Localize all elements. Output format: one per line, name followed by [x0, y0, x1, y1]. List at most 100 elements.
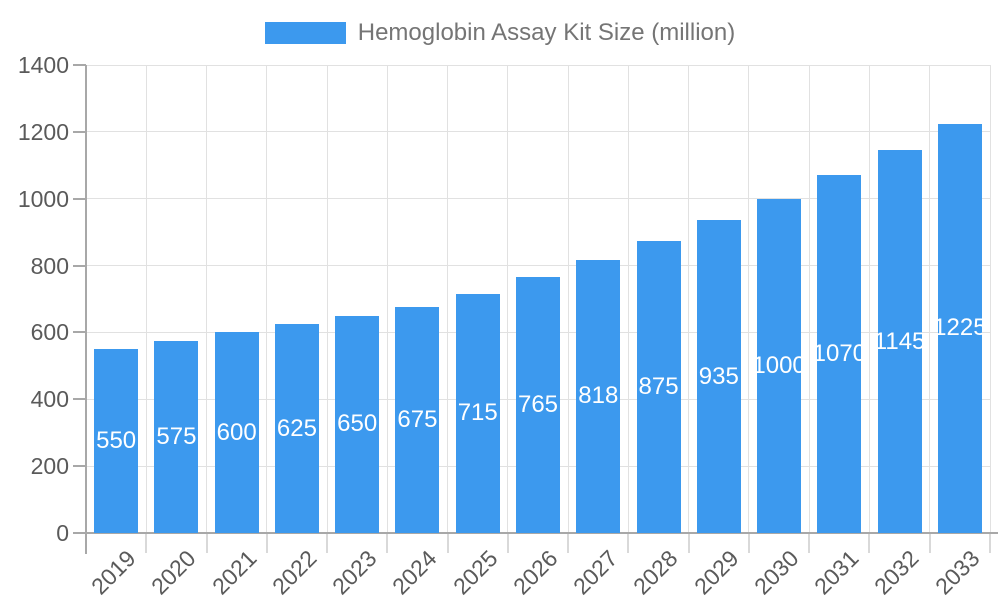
- y-axis-label: 0: [56, 520, 69, 546]
- x-tick: [808, 533, 811, 553]
- y-axis-label: 1400: [17, 52, 69, 78]
- bar: 1145: [877, 150, 922, 533]
- v-gridline: [929, 65, 931, 533]
- y-axis-label: 1000: [17, 185, 69, 212]
- x-axis-label: 2027: [568, 545, 623, 600]
- bar-value-label: 935: [698, 362, 739, 390]
- v-gridline: [447, 65, 449, 533]
- bar-value-label: 1225: [937, 314, 982, 342]
- x-tick: [265, 533, 268, 553]
- x-axis-label: 2021: [206, 545, 262, 600]
- x-tick: [928, 533, 931, 553]
- bar-value-label: 675: [397, 406, 438, 434]
- bar: 1225: [937, 123, 982, 533]
- bar: 625: [274, 324, 319, 533]
- bar: 675: [395, 307, 440, 533]
- bar: 1000: [757, 198, 802, 533]
- bar-value-label: 765: [517, 391, 559, 419]
- v-gridline: [688, 65, 690, 533]
- x-tick: [506, 533, 509, 553]
- bar-value-label: 600: [216, 418, 257, 446]
- x-axis-line: [73, 532, 998, 534]
- bar-value-label: 715: [457, 399, 498, 427]
- x-tick: [747, 533, 750, 553]
- x-tick: [326, 533, 329, 553]
- y-axis-label: 400: [30, 386, 69, 413]
- v-gridline: [326, 65, 328, 533]
- bar: 600: [214, 332, 259, 533]
- x-tick: [868, 533, 871, 553]
- bar-value-label: 575: [156, 422, 197, 450]
- y-axis-label: 800: [30, 252, 69, 279]
- v-gridline: [567, 65, 569, 533]
- y-axis-label: 200: [30, 453, 69, 480]
- bar-value-label: 550: [96, 427, 137, 455]
- bar: 875: [636, 240, 681, 533]
- x-axis-label: 2030: [748, 545, 804, 600]
- x-axis-label: 2029: [688, 545, 744, 600]
- x-tick: [627, 533, 630, 553]
- h-gridline: [86, 265, 990, 267]
- v-gridline: [989, 65, 991, 533]
- y-tick: [73, 130, 86, 133]
- bar: 550: [94, 349, 139, 533]
- v-gridline: [627, 65, 629, 533]
- x-axis-label: 2024: [387, 545, 442, 600]
- legend-swatch: [264, 22, 346, 44]
- bar: 765: [516, 277, 560, 533]
- x-tick: [205, 533, 208, 553]
- x-tick: [386, 533, 389, 553]
- x-tick: [567, 533, 570, 553]
- bar-value-label: 1070: [817, 340, 862, 368]
- v-gridline: [748, 65, 750, 533]
- y-axis-line: [85, 65, 87, 554]
- bar-value-label: 818: [578, 382, 619, 410]
- legend-label: Hemoglobin Assay Kit Size (million): [357, 19, 736, 46]
- legend: Hemoglobin Assay Kit Size (million): [0, 19, 1000, 47]
- bar-value-label: 1145: [877, 327, 922, 355]
- bar: 818: [576, 259, 621, 533]
- y-tick: [73, 64, 86, 66]
- x-tick: [446, 533, 449, 553]
- y-axis-label: 600: [30, 319, 69, 346]
- v-gridline: [808, 65, 810, 533]
- bar-value-label: 875: [638, 372, 679, 400]
- bar-value-label: 625: [276, 414, 317, 442]
- bar-value-label: 1000: [757, 351, 802, 379]
- v-gridline: [206, 65, 208, 533]
- v-gridline: [266, 65, 268, 533]
- x-tick: [687, 533, 690, 553]
- x-axis-label: 2031: [809, 545, 864, 600]
- x-axis-label: 2025: [447, 545, 503, 600]
- h-gridline: [86, 131, 990, 133]
- v-gridline: [868, 65, 870, 533]
- bar: 715: [455, 293, 500, 533]
- h-gridline: [86, 64, 990, 66]
- bar: 935: [696, 220, 741, 533]
- y-tick: [73, 331, 86, 334]
- x-tick: [145, 533, 148, 553]
- x-axis-label: 2023: [327, 545, 382, 600]
- y-tick: [73, 197, 86, 200]
- x-tick: [989, 533, 991, 553]
- x-axis-label: 2033: [929, 545, 985, 600]
- bar: 650: [335, 315, 380, 533]
- v-gridline: [145, 65, 147, 533]
- x-axis-label: 2020: [146, 545, 201, 600]
- y-axis-label: 1200: [17, 118, 69, 145]
- x-axis-label: 2022: [266, 545, 322, 600]
- x-axis-label: 2026: [507, 545, 563, 600]
- y-tick: [73, 264, 86, 267]
- x-axis-label: 2028: [628, 545, 683, 600]
- x-axis-label: 2019: [85, 545, 141, 600]
- v-gridline: [507, 65, 509, 533]
- bar: 1070: [817, 175, 862, 533]
- bar: 575: [154, 340, 199, 533]
- v-gridline: [386, 65, 388, 533]
- h-gridline: [86, 198, 990, 200]
- y-tick: [73, 398, 86, 401]
- x-axis-label: 2032: [869, 545, 924, 600]
- bar-value-label: 650: [337, 410, 378, 438]
